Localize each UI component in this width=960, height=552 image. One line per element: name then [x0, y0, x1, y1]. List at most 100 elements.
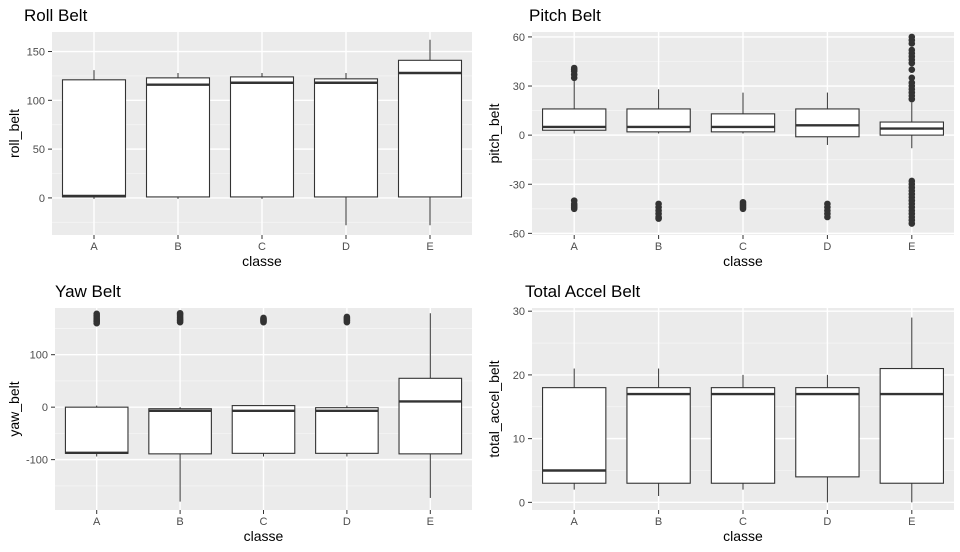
box-iqr — [710, 387, 776, 484]
box-B — [626, 89, 691, 222]
chart-title: Pitch Belt — [529, 6, 601, 25]
outlier-point — [908, 79, 916, 87]
x-axis-title: classe — [723, 528, 763, 544]
y-tick-label: 30 — [513, 306, 525, 318]
y-tick-label: 0 — [42, 402, 48, 414]
x-tick-label: A — [571, 516, 579, 528]
chart-yaw-belt: -100 0 100 A B C D E Yaw Belt classe yaw_belt — [0, 276, 480, 552]
box-iqr — [397, 59, 463, 198]
x-tick-label: C — [739, 241, 747, 253]
chart-title: Yaw Belt — [55, 282, 121, 301]
x-tick-label: D — [342, 241, 350, 253]
x-tick-label: E — [427, 516, 434, 528]
y-axis-title: total_accel_belt — [486, 360, 502, 457]
box-B — [626, 368, 691, 496]
box-iqr — [710, 113, 776, 133]
x-tick-label: E — [426, 241, 433, 253]
x-axis-title: classe — [242, 253, 282, 269]
y-tick-label: -30 — [509, 179, 525, 191]
x-tick-label: C — [739, 516, 747, 528]
outlier-point — [824, 213, 831, 221]
outlier-point — [176, 309, 184, 317]
y-tick-label: 30 — [513, 81, 525, 93]
y-tick-label: 10 — [513, 434, 525, 446]
outlier-point — [908, 66, 916, 73]
x-tick-label: A — [90, 241, 98, 253]
y-tick-label: -60 — [509, 228, 525, 240]
chart-roll-belt: 0 50 100 150 A B C D E Roll Belt classe roll_belt — [0, 0, 480, 276]
outlier-point — [908, 46, 916, 54]
outlier-point — [343, 313, 351, 321]
y-tick-label: 50 — [33, 144, 45, 156]
outlier-point — [739, 205, 747, 213]
box-iqr — [879, 367, 944, 484]
box-D — [795, 374, 860, 503]
y-axis-title: pitch_belt — [486, 103, 502, 163]
y-tick-label: 100 — [27, 95, 45, 107]
x-axis-title: classe — [723, 253, 763, 269]
x-tick-label: B — [176, 516, 183, 528]
chart-roll-belt-svg: 0 50 100 150 A B C D E Roll Belt classe roll_belt — [6, 6, 472, 269]
chart-yaw-belt-svg: -100 0 100 A B C D E Yaw Belt classe yaw_belt — [6, 282, 472, 544]
y-tick-label: 100 — [30, 350, 48, 362]
outlier-point — [570, 205, 578, 213]
outlier-point — [260, 314, 267, 322]
x-tick-label: C — [258, 241, 266, 253]
x-tick-label: D — [823, 516, 831, 528]
x-tick-label: B — [655, 516, 662, 528]
box-iqr — [148, 408, 212, 455]
box-D — [315, 313, 379, 457]
chart-total-accel-belt-svg: 0 10 20 30 A B C D E Total Accel Belt classe total_… — [486, 282, 954, 544]
box-B — [148, 309, 212, 502]
box-iqr — [229, 76, 295, 198]
box-C — [710, 92, 776, 213]
chart-pitch-belt: -60 -30 0 30 60 A B C D E Pitch Belt classe pitch_be… — [480, 0, 960, 276]
box-D — [795, 92, 860, 221]
box-A — [541, 64, 607, 213]
y-tick-label: 60 — [513, 32, 525, 44]
x-tick-label: B — [655, 241, 662, 253]
box-B — [145, 72, 211, 199]
y-tick-label: 0 — [39, 193, 45, 205]
box-iqr — [795, 108, 860, 138]
box-iqr — [541, 387, 607, 484]
outlier-point — [655, 215, 662, 222]
chart-title: Roll Belt — [24, 6, 88, 25]
box-iqr — [541, 108, 607, 131]
outlier-point — [908, 220, 916, 227]
chart-pitch-belt-svg: -60 -30 0 30 60 A B C D E Pitch Belt classe pitch_be… — [486, 6, 954, 269]
x-tick-label: D — [823, 241, 831, 253]
box-A — [541, 368, 607, 490]
box-iqr — [626, 387, 691, 484]
box-E — [879, 33, 944, 227]
box-iqr — [145, 77, 211, 198]
y-tick-label: 0 — [519, 130, 525, 142]
box-D — [313, 72, 379, 226]
box-C — [231, 314, 296, 457]
box-iqr — [626, 108, 691, 133]
box-A — [64, 310, 129, 457]
y-axis-title: yaw_belt — [6, 381, 22, 436]
box-E — [397, 39, 463, 226]
x-tick-label: D — [343, 516, 351, 528]
x-tick-label: B — [174, 241, 181, 253]
outlier-point — [570, 64, 578, 72]
y-tick-label: -100 — [26, 455, 48, 467]
outlier-point — [908, 33, 916, 41]
chart-title: Total Accel Belt — [525, 282, 641, 301]
box-C — [710, 374, 776, 490]
outlier-point — [93, 310, 100, 318]
box-iqr — [398, 377, 463, 455]
box-iqr — [315, 407, 379, 454]
y-tick-label: 150 — [27, 47, 45, 59]
x-tick-label: E — [908, 516, 915, 528]
y-axis-title: roll_belt — [6, 109, 22, 158]
box-iqr — [313, 78, 379, 198]
x-tick-label: A — [93, 516, 101, 528]
box-iqr — [64, 406, 129, 454]
box-iqr — [795, 387, 860, 478]
box-E — [398, 313, 463, 498]
box-A — [61, 70, 127, 199]
box-C — [229, 72, 295, 199]
y-tick-label: 0 — [519, 497, 525, 509]
